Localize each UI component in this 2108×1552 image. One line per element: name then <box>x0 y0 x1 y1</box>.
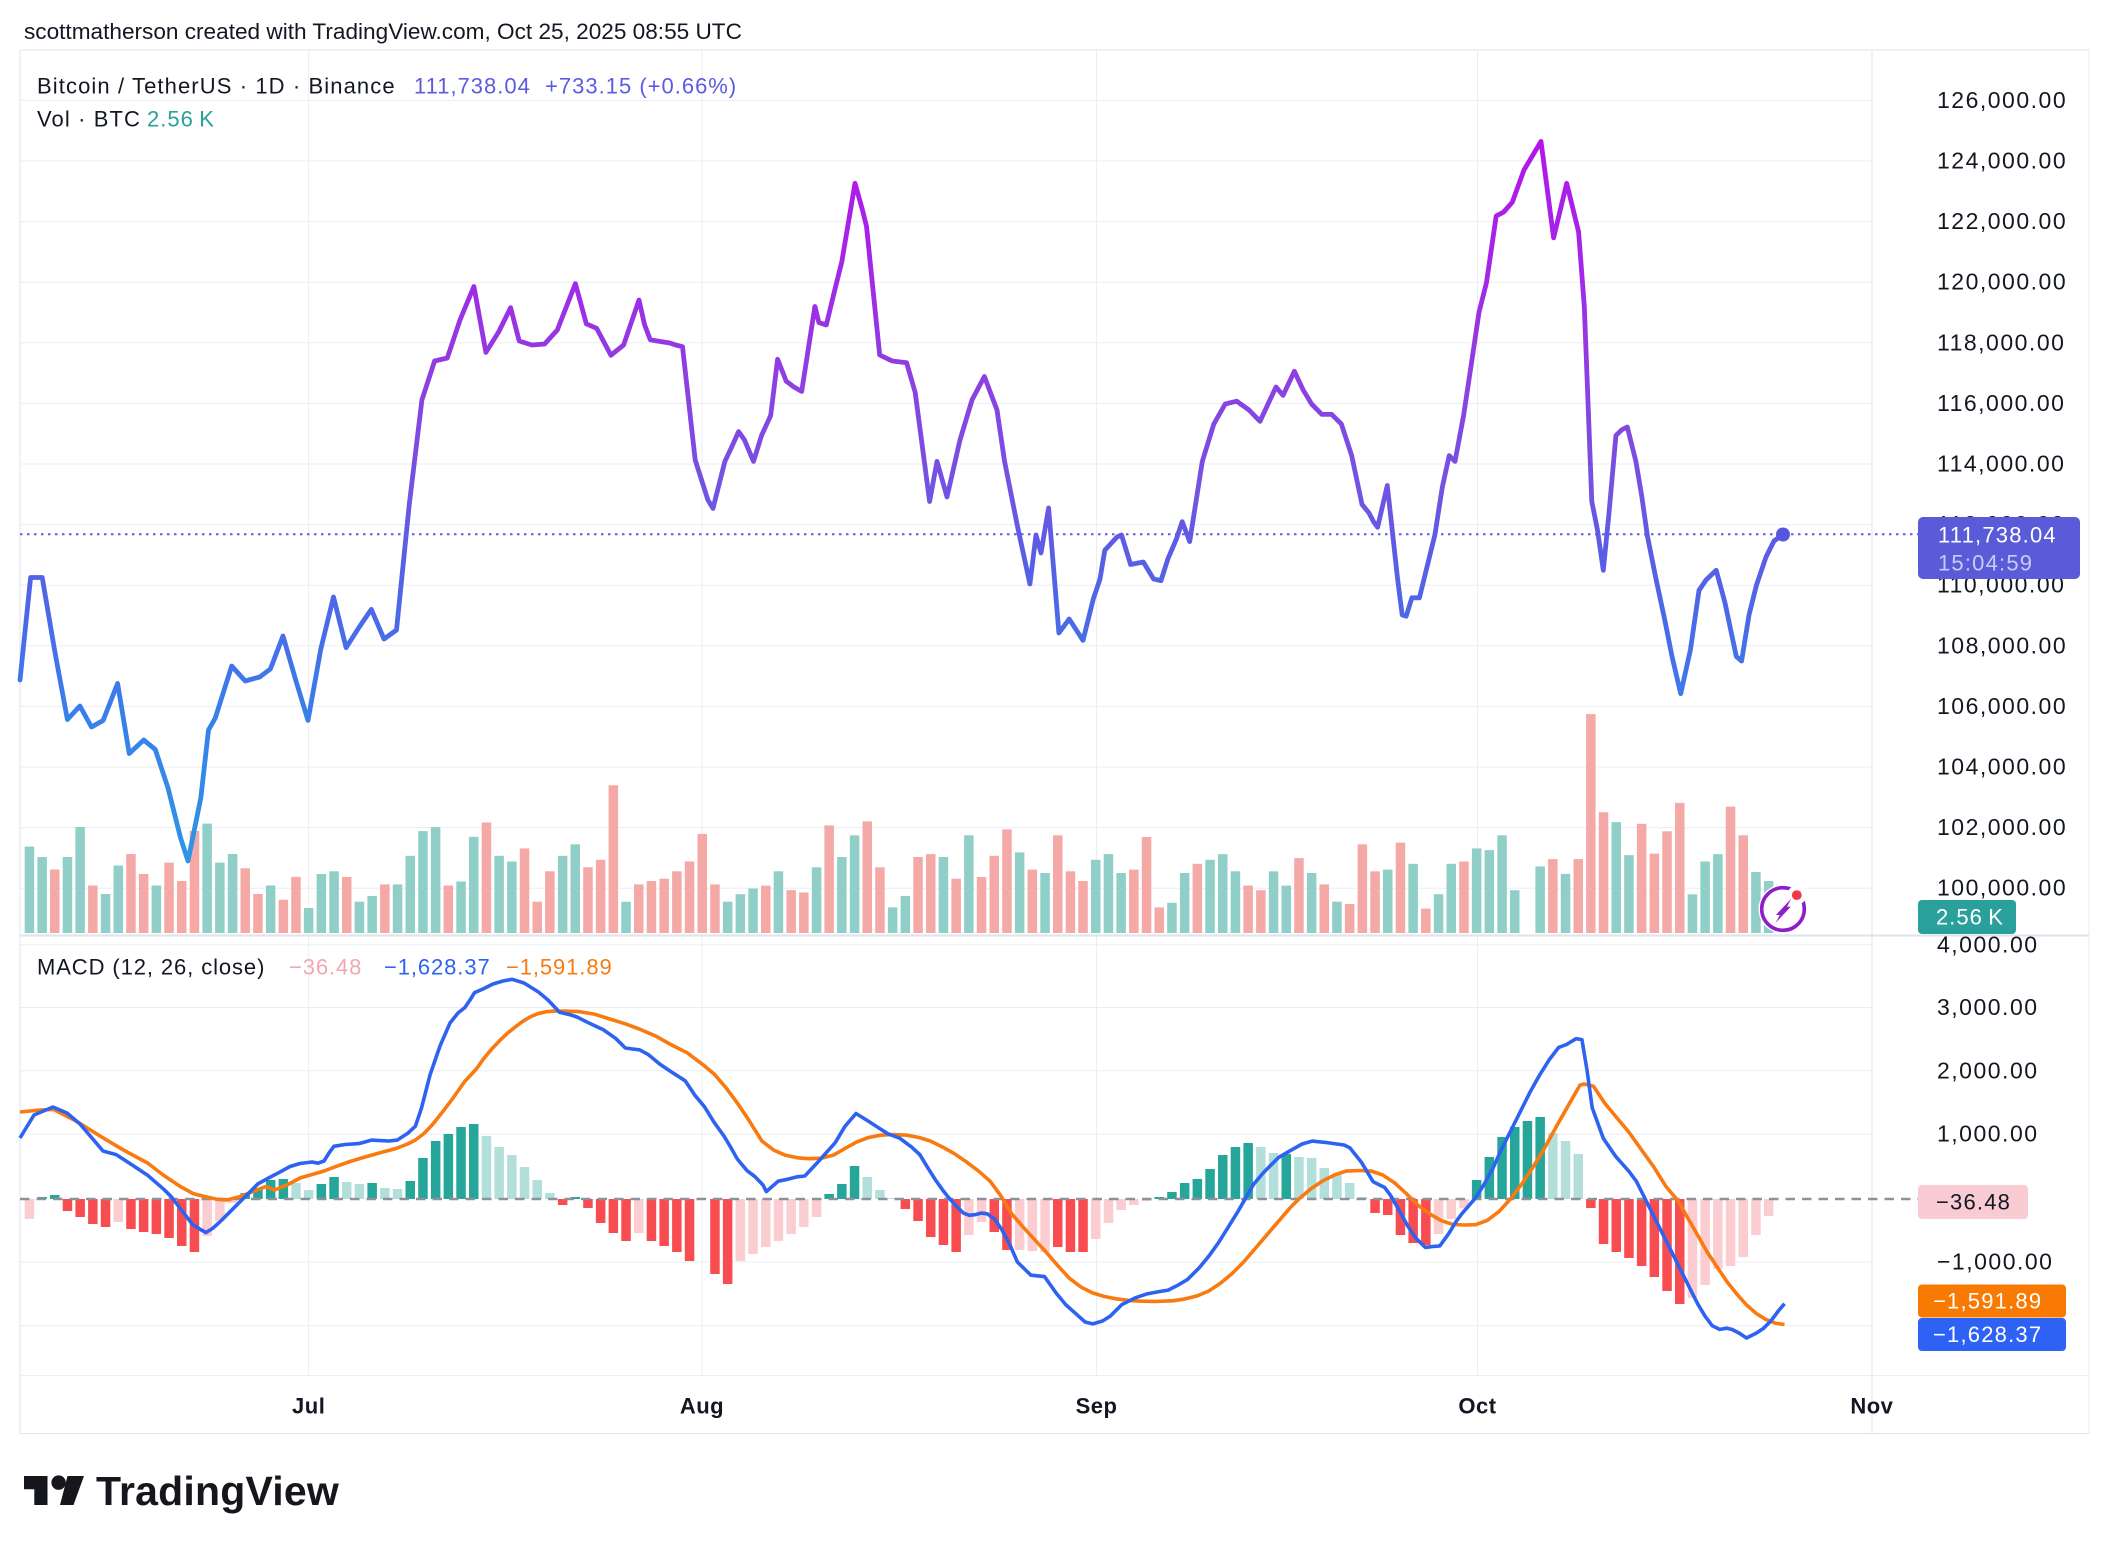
svg-text:MACD (12, 26, close): MACD (12, 26, close) <box>37 955 265 980</box>
svg-text:116,000.00: 116,000.00 <box>1937 390 2065 416</box>
svg-text:15:04:59: 15:04:59 <box>1938 551 2033 576</box>
svg-text:Jul: Jul <box>292 1394 325 1419</box>
svg-text:4,000.00: 4,000.00 <box>1937 931 2039 957</box>
svg-text:−1,628.37: −1,628.37 <box>384 955 491 980</box>
svg-text:3,000.00: 3,000.00 <box>1937 994 2039 1020</box>
svg-text:2,000.00: 2,000.00 <box>1937 1057 2039 1083</box>
svg-text:122,000.00: 122,000.00 <box>1937 208 2067 234</box>
svg-text:−1,591.89: −1,591.89 <box>1933 1289 2042 1314</box>
svg-text:−36.48: −36.48 <box>1936 1190 2011 1215</box>
svg-text:108,000.00: 108,000.00 <box>1937 632 2067 658</box>
svg-text:Aug: Aug <box>680 1394 724 1419</box>
svg-text:1,000.00: 1,000.00 <box>1937 1121 2039 1147</box>
svg-text:114,000.00: 114,000.00 <box>1937 451 2065 477</box>
svg-text:−36.48: −36.48 <box>289 955 362 980</box>
svg-text:100,000.00: 100,000.00 <box>1937 875 2067 901</box>
svg-text:−1,628.37: −1,628.37 <box>1933 1322 2042 1347</box>
svg-text:2.56 K: 2.56 K <box>1936 905 2004 930</box>
svg-text:Nov: Nov <box>1850 1394 1893 1419</box>
svg-text:2.56 K: 2.56 K <box>147 107 215 132</box>
svg-text:−1,000.00: −1,000.00 <box>1937 1249 2053 1275</box>
svg-text:Oct: Oct <box>1458 1394 1496 1419</box>
svg-text:102,000.00: 102,000.00 <box>1937 814 2067 840</box>
svg-text:120,000.00: 120,000.00 <box>1937 269 2067 295</box>
svg-text:−1,591.89: −1,591.89 <box>506 955 613 980</box>
svg-text:scottmatherson created with Tr: scottmatherson created with TradingView.… <box>24 19 742 44</box>
svg-text:TradingView: TradingView <box>96 1468 339 1514</box>
svg-text:124,000.00: 124,000.00 <box>1937 148 2067 174</box>
svg-text:Bitcoin / TetherUS · 1D · Bina: Bitcoin / TetherUS · 1D · Binance <box>37 74 396 99</box>
svg-text:Sep: Sep <box>1076 1394 1118 1419</box>
svg-text:111,738.04 +733.15 (+0.66%): 111,738.04 +733.15 (+0.66%) <box>414 74 737 99</box>
svg-text:111,738.04: 111,738.04 <box>1938 523 2057 548</box>
svg-text:106,000.00: 106,000.00 <box>1937 693 2067 719</box>
svg-text:104,000.00: 104,000.00 <box>1937 754 2067 780</box>
svg-text:126,000.00: 126,000.00 <box>1937 87 2067 113</box>
svg-text:118,000.00: 118,000.00 <box>1937 329 2065 355</box>
svg-text:Vol · BTC: Vol · BTC <box>37 107 141 132</box>
